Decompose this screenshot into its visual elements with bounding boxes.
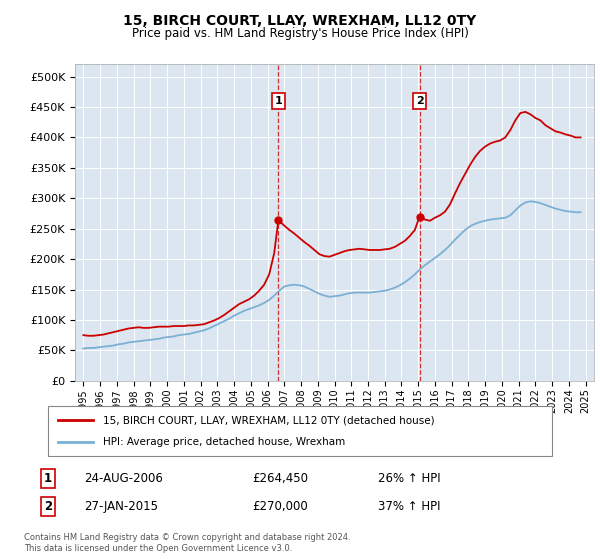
Text: 37% ↑ HPI: 37% ↑ HPI	[378, 500, 440, 514]
Text: 15, BIRCH COURT, LLAY, WREXHAM, LL12 0TY: 15, BIRCH COURT, LLAY, WREXHAM, LL12 0TY	[124, 14, 476, 28]
Text: 15, BIRCH COURT, LLAY, WREXHAM, LL12 0TY (detached house): 15, BIRCH COURT, LLAY, WREXHAM, LL12 0TY…	[103, 415, 435, 425]
Text: 26% ↑ HPI: 26% ↑ HPI	[378, 472, 440, 486]
Text: £264,450: £264,450	[252, 472, 308, 486]
Text: 1: 1	[44, 472, 52, 486]
Text: 24-AUG-2006: 24-AUG-2006	[84, 472, 163, 486]
Text: 2: 2	[44, 500, 52, 514]
Text: HPI: Average price, detached house, Wrexham: HPI: Average price, detached house, Wrex…	[103, 437, 346, 447]
Text: Contains HM Land Registry data © Crown copyright and database right 2024.
This d: Contains HM Land Registry data © Crown c…	[24, 533, 350, 553]
Text: 2: 2	[416, 96, 424, 106]
FancyBboxPatch shape	[48, 406, 552, 456]
Text: £270,000: £270,000	[252, 500, 308, 514]
Text: 27-JAN-2015: 27-JAN-2015	[84, 500, 158, 514]
Text: 1: 1	[275, 96, 282, 106]
Text: Price paid vs. HM Land Registry's House Price Index (HPI): Price paid vs. HM Land Registry's House …	[131, 27, 469, 40]
